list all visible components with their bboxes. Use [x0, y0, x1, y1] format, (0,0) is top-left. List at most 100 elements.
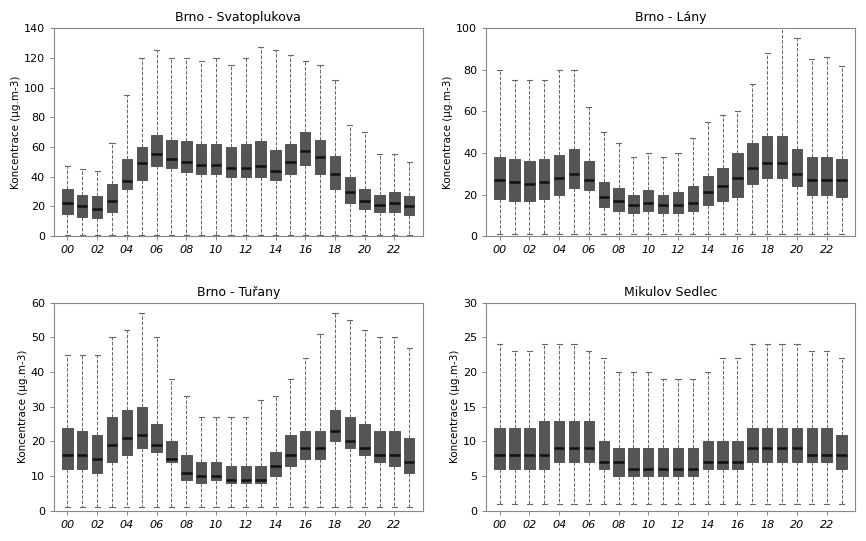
PathPatch shape	[315, 431, 326, 459]
PathPatch shape	[374, 431, 385, 463]
PathPatch shape	[389, 192, 399, 213]
PathPatch shape	[569, 149, 579, 188]
PathPatch shape	[584, 161, 594, 190]
PathPatch shape	[226, 466, 236, 483]
PathPatch shape	[121, 159, 132, 189]
PathPatch shape	[241, 466, 251, 483]
PathPatch shape	[181, 141, 191, 172]
PathPatch shape	[107, 184, 117, 213]
PathPatch shape	[628, 448, 638, 476]
PathPatch shape	[658, 195, 669, 213]
PathPatch shape	[196, 463, 206, 483]
PathPatch shape	[300, 132, 310, 165]
PathPatch shape	[822, 157, 832, 195]
PathPatch shape	[285, 434, 295, 466]
PathPatch shape	[733, 441, 743, 469]
PathPatch shape	[345, 417, 355, 448]
PathPatch shape	[315, 140, 326, 174]
PathPatch shape	[107, 417, 117, 463]
PathPatch shape	[747, 142, 758, 184]
PathPatch shape	[822, 427, 832, 463]
PathPatch shape	[152, 424, 162, 452]
Y-axis label: Koncentrace (μg.m-3): Koncentrace (μg.m-3)	[443, 75, 454, 189]
PathPatch shape	[643, 448, 654, 476]
PathPatch shape	[702, 176, 713, 205]
PathPatch shape	[270, 150, 281, 180]
PathPatch shape	[806, 427, 817, 463]
PathPatch shape	[152, 135, 162, 166]
PathPatch shape	[359, 424, 370, 456]
PathPatch shape	[554, 421, 565, 463]
PathPatch shape	[673, 193, 683, 213]
PathPatch shape	[404, 196, 415, 215]
PathPatch shape	[554, 155, 565, 195]
PathPatch shape	[762, 136, 772, 178]
PathPatch shape	[137, 147, 147, 180]
PathPatch shape	[330, 156, 340, 189]
PathPatch shape	[524, 161, 534, 201]
PathPatch shape	[62, 427, 73, 469]
PathPatch shape	[494, 157, 505, 199]
PathPatch shape	[598, 441, 609, 469]
PathPatch shape	[806, 157, 817, 195]
PathPatch shape	[255, 141, 266, 177]
PathPatch shape	[330, 410, 340, 441]
PathPatch shape	[524, 427, 534, 469]
PathPatch shape	[241, 144, 251, 177]
PathPatch shape	[658, 448, 669, 476]
PathPatch shape	[777, 136, 787, 178]
PathPatch shape	[92, 196, 102, 219]
PathPatch shape	[62, 189, 73, 214]
PathPatch shape	[210, 144, 221, 174]
PathPatch shape	[389, 431, 399, 466]
PathPatch shape	[121, 410, 132, 456]
PathPatch shape	[598, 182, 609, 207]
PathPatch shape	[226, 147, 236, 177]
PathPatch shape	[702, 441, 713, 469]
PathPatch shape	[569, 421, 579, 463]
PathPatch shape	[166, 441, 177, 463]
PathPatch shape	[77, 431, 87, 469]
PathPatch shape	[181, 456, 191, 480]
PathPatch shape	[509, 427, 520, 469]
PathPatch shape	[255, 466, 266, 483]
PathPatch shape	[762, 427, 772, 463]
PathPatch shape	[777, 427, 787, 463]
PathPatch shape	[539, 159, 549, 199]
PathPatch shape	[196, 144, 206, 174]
PathPatch shape	[733, 153, 743, 196]
PathPatch shape	[613, 448, 624, 476]
Y-axis label: Koncentrace (μg.m-3): Koncentrace (μg.m-3)	[450, 350, 461, 464]
PathPatch shape	[717, 168, 727, 201]
PathPatch shape	[374, 195, 385, 213]
Title: Brno - Tuřany: Brno - Tuřany	[197, 286, 280, 299]
PathPatch shape	[404, 438, 415, 473]
PathPatch shape	[837, 159, 847, 196]
Title: Mikulov Sedlec: Mikulov Sedlec	[624, 286, 717, 299]
PathPatch shape	[792, 427, 802, 463]
Y-axis label: Koncentrace (μg.m-3): Koncentrace (μg.m-3)	[18, 350, 28, 464]
PathPatch shape	[643, 190, 654, 211]
PathPatch shape	[77, 195, 87, 217]
PathPatch shape	[494, 427, 505, 469]
PathPatch shape	[792, 149, 802, 186]
PathPatch shape	[210, 463, 221, 480]
Y-axis label: Koncentrace (μg.m-3): Koncentrace (μg.m-3)	[11, 75, 21, 189]
PathPatch shape	[717, 441, 727, 469]
PathPatch shape	[166, 140, 177, 168]
PathPatch shape	[270, 452, 281, 476]
PathPatch shape	[539, 421, 549, 469]
PathPatch shape	[92, 434, 102, 473]
PathPatch shape	[137, 407, 147, 448]
Title: Brno - Lány: Brno - Lány	[635, 11, 707, 24]
PathPatch shape	[584, 421, 594, 463]
PathPatch shape	[613, 188, 624, 211]
PathPatch shape	[359, 189, 370, 209]
PathPatch shape	[688, 448, 698, 476]
PathPatch shape	[345, 177, 355, 203]
PathPatch shape	[673, 448, 683, 476]
PathPatch shape	[688, 186, 698, 211]
Title: Brno - Svatoplukova: Brno - Svatoplukova	[176, 11, 301, 24]
PathPatch shape	[628, 195, 638, 213]
PathPatch shape	[837, 434, 847, 469]
